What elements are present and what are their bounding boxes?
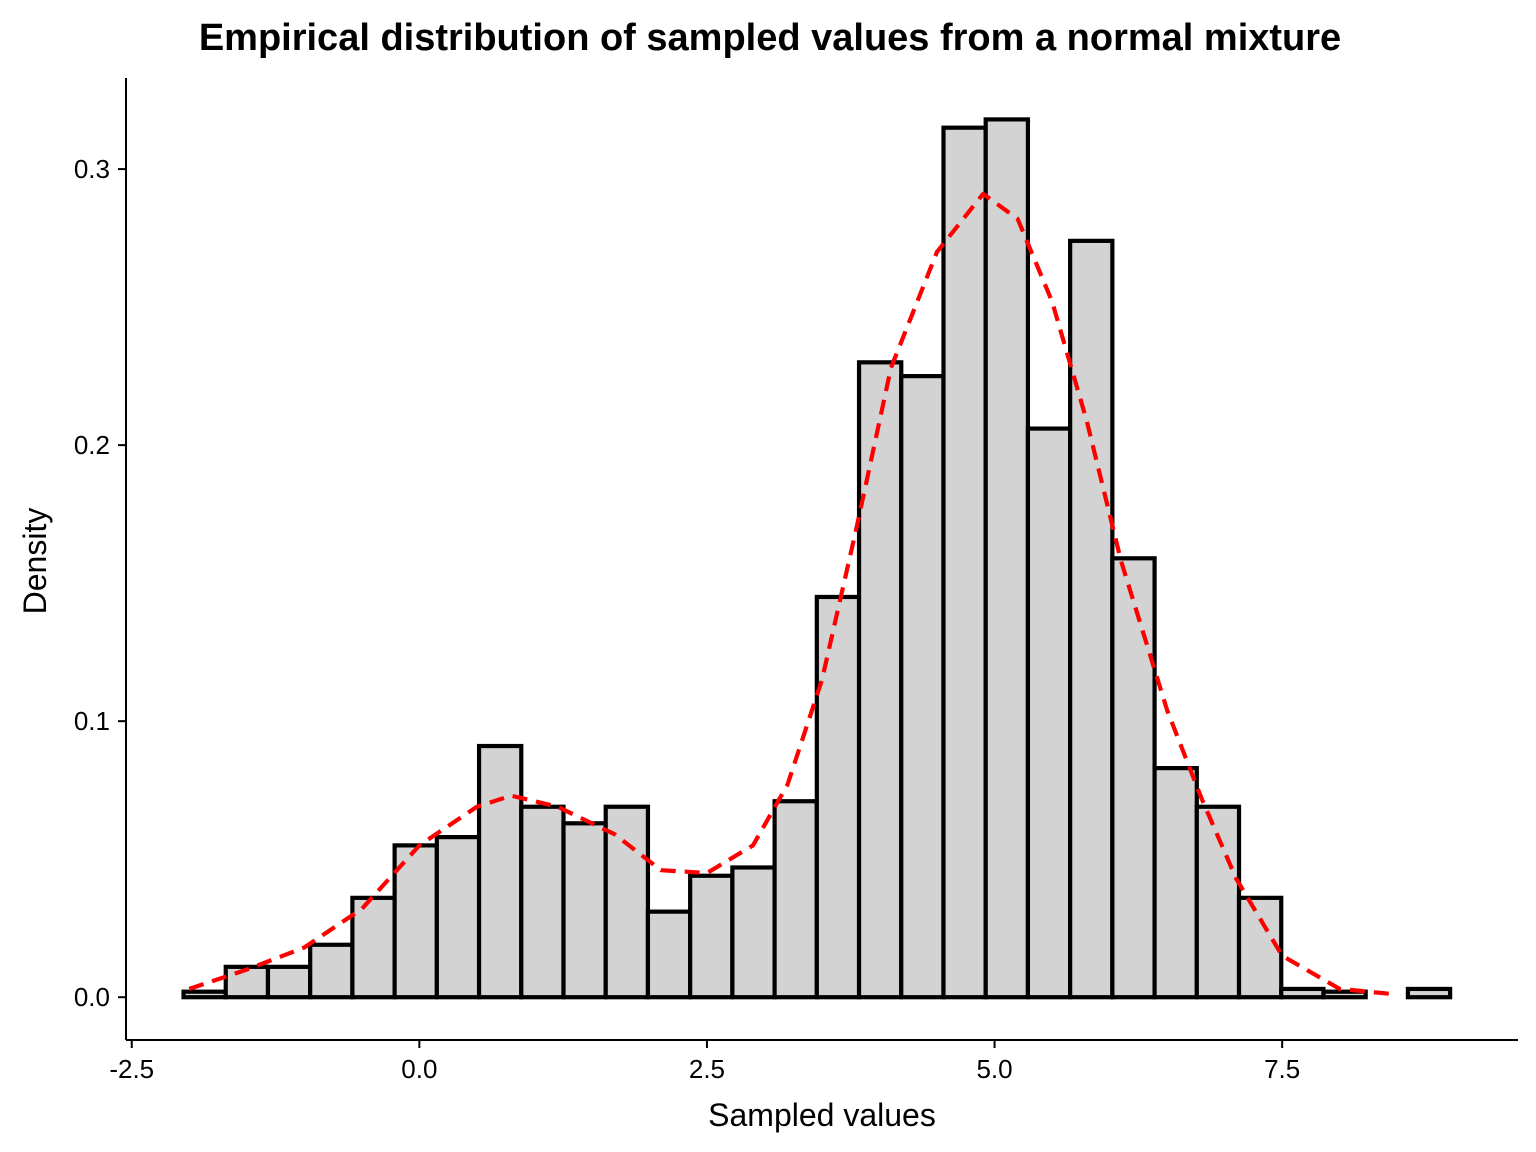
histogram-bar: [265, 964, 313, 1000]
histogram-bar: [1110, 556, 1157, 1000]
histogram-bar: [772, 799, 819, 1000]
histogram-bar: [476, 743, 524, 1000]
histogram-bar: [308, 942, 355, 1000]
histogram-bar: [392, 843, 439, 1000]
histogram-bar: [1068, 238, 1115, 1000]
y-tick-label: 0.2: [74, 430, 110, 460]
histogram-bar: [519, 804, 566, 1000]
x-tick-label: 5.0: [976, 1054, 1012, 1084]
y-tick-label: 0.1: [74, 706, 110, 736]
axes: -2.5 0.0 2.5 5.0 7.5 0.0 0.1 0.2 0.3: [74, 78, 1518, 1084]
histogram-bar: [730, 865, 777, 1000]
histogram-bar: [350, 895, 397, 1000]
density-curve: [188, 191, 1398, 997]
y-tick-label: 0.0: [74, 982, 110, 1012]
chart-title: Empirical distribution of sampled values…: [199, 17, 1341, 59]
y-tick-label: 0.3: [74, 154, 110, 184]
histogram-bar: [688, 873, 735, 1000]
histogram-bar: [1152, 766, 1199, 1000]
histogram-bar: [1321, 989, 1368, 1000]
histogram-bar: [434, 835, 482, 1000]
histogram-bar: [603, 804, 651, 1000]
histogram-bar: [223, 964, 271, 1000]
x-tick-label: 0.0: [401, 1054, 437, 1084]
histogram-bar: [561, 821, 608, 1000]
plot-area: [181, 117, 1453, 1000]
histogram-bar: [899, 374, 946, 1000]
histogram-bar: [814, 594, 862, 1000]
histogram-bar: [941, 125, 988, 1000]
histogram-bar: [645, 909, 693, 1000]
y-axis-title: Density: [17, 508, 53, 615]
x-tick-label: 7.5: [1264, 1054, 1300, 1084]
x-tick-label: 2.5: [689, 1054, 725, 1084]
histogram-bar: [1405, 986, 1453, 1000]
histogram-bar: [181, 989, 228, 1000]
histogram-bar: [1236, 895, 1284, 1000]
x-tick-label: -2.5: [109, 1054, 154, 1084]
histogram-bar: [1279, 986, 1326, 1000]
histogram-bar: [1025, 426, 1073, 1000]
histogram-bar: [983, 117, 1031, 1000]
histogram-bar: [856, 360, 904, 1000]
x-axis-title: Sampled values: [708, 1097, 936, 1133]
